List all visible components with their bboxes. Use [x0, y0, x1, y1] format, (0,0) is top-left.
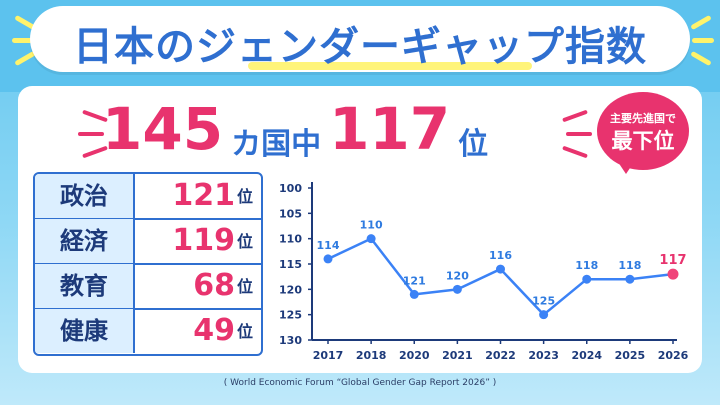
y-tick-label: 105 [279, 207, 302, 220]
data-label: 117 [659, 253, 686, 268]
category-label: 政治 [35, 174, 135, 218]
title-highlight [248, 62, 532, 70]
y-tick-label: 100 [279, 182, 302, 195]
data-point [582, 274, 592, 284]
headline-country-unit: カ国中 [231, 127, 322, 162]
data-label: 121 [403, 274, 426, 287]
title-banner: 日本のジェンダーギャップ指数 [30, 6, 690, 72]
x-tick-label: 2018 [356, 349, 387, 362]
y-tick-label: 130 [279, 334, 302, 347]
sparkle-left-decoration [6, 14, 46, 74]
data-point [496, 264, 505, 274]
data-point [452, 284, 462, 294]
headline-rank-unit: 位 [458, 127, 489, 162]
data-label: 120 [446, 269, 469, 282]
badge-line1: 主要先進国で [610, 112, 676, 125]
category-rank: 68 [193, 268, 235, 303]
x-tick-label: 2026 [658, 349, 689, 362]
y-tick-label: 110 [279, 233, 302, 246]
x-tick-label: 2021 [442, 349, 473, 362]
headline-accent-left [78, 132, 104, 136]
category-label: 教育 [35, 264, 135, 308]
data-point [667, 268, 679, 280]
data-label: 110 [360, 219, 383, 232]
badge-line2: 最下位 [611, 129, 675, 153]
x-tick-label: 2023 [528, 349, 559, 362]
rank-unit: 位 [237, 187, 254, 206]
headline-rank: 145 カ国中 117 位 [102, 95, 496, 165]
data-point [323, 254, 333, 264]
headline-total-countries: 145 [102, 95, 224, 163]
category-rank: 49 [193, 313, 235, 348]
y-tick-label: 115 [279, 258, 302, 271]
x-tick-label: 2017 [313, 349, 344, 362]
badge-pointer [618, 162, 634, 174]
data-point [409, 289, 419, 299]
x-tick-label: 2024 [571, 349, 602, 362]
rank-row-education: 教育 68 位 [35, 264, 261, 310]
category-rank: 121 [172, 178, 235, 213]
page-title: 日本のジェンダーギャップ指数 [73, 24, 647, 70]
data-point [625, 274, 635, 284]
headline-accent-right [566, 132, 592, 136]
lowest-rank-badge: 主要先進国で 最下位 [597, 92, 689, 170]
data-point [366, 234, 376, 244]
category-rank-table: 政治 121 位 経済 119 位 教育 68 位 健康 49 位 [33, 172, 263, 356]
x-tick-label: 2020 [399, 349, 430, 362]
data-label: 118 [618, 259, 641, 272]
y-tick-label: 120 [279, 283, 302, 296]
data-label: 116 [489, 249, 512, 262]
data-label: 114 [317, 239, 340, 252]
rank-row-health: 健康 49 位 [35, 309, 261, 353]
category-label: 健康 [35, 309, 135, 353]
category-rank: 119 [172, 223, 235, 258]
y-tick-label: 125 [279, 309, 302, 322]
x-tick-label: 2022 [485, 349, 516, 362]
rank-trend-chart: 100 105 110 115 120 125 130 2017 2018 2020 2021 202… [279, 182, 689, 362]
data-label: 118 [575, 259, 598, 272]
sparkle-right-decoration [682, 14, 720, 74]
category-label: 経済 [35, 219, 135, 263]
rank-row-politics: 政治 121 位 [35, 174, 261, 220]
source-citation: ( World Economic Forum “Global Gender Ga… [223, 378, 497, 388]
rank-unit: 位 [237, 322, 254, 341]
rank-row-economy: 経済 119 位 [35, 219, 261, 265]
headline-japan-rank: 117 [329, 95, 451, 163]
x-tick-label: 2025 [615, 349, 646, 362]
data-point [539, 310, 549, 320]
rank-unit: 位 [237, 277, 254, 296]
data-label: 125 [532, 295, 555, 308]
rank-unit: 位 [237, 232, 254, 251]
